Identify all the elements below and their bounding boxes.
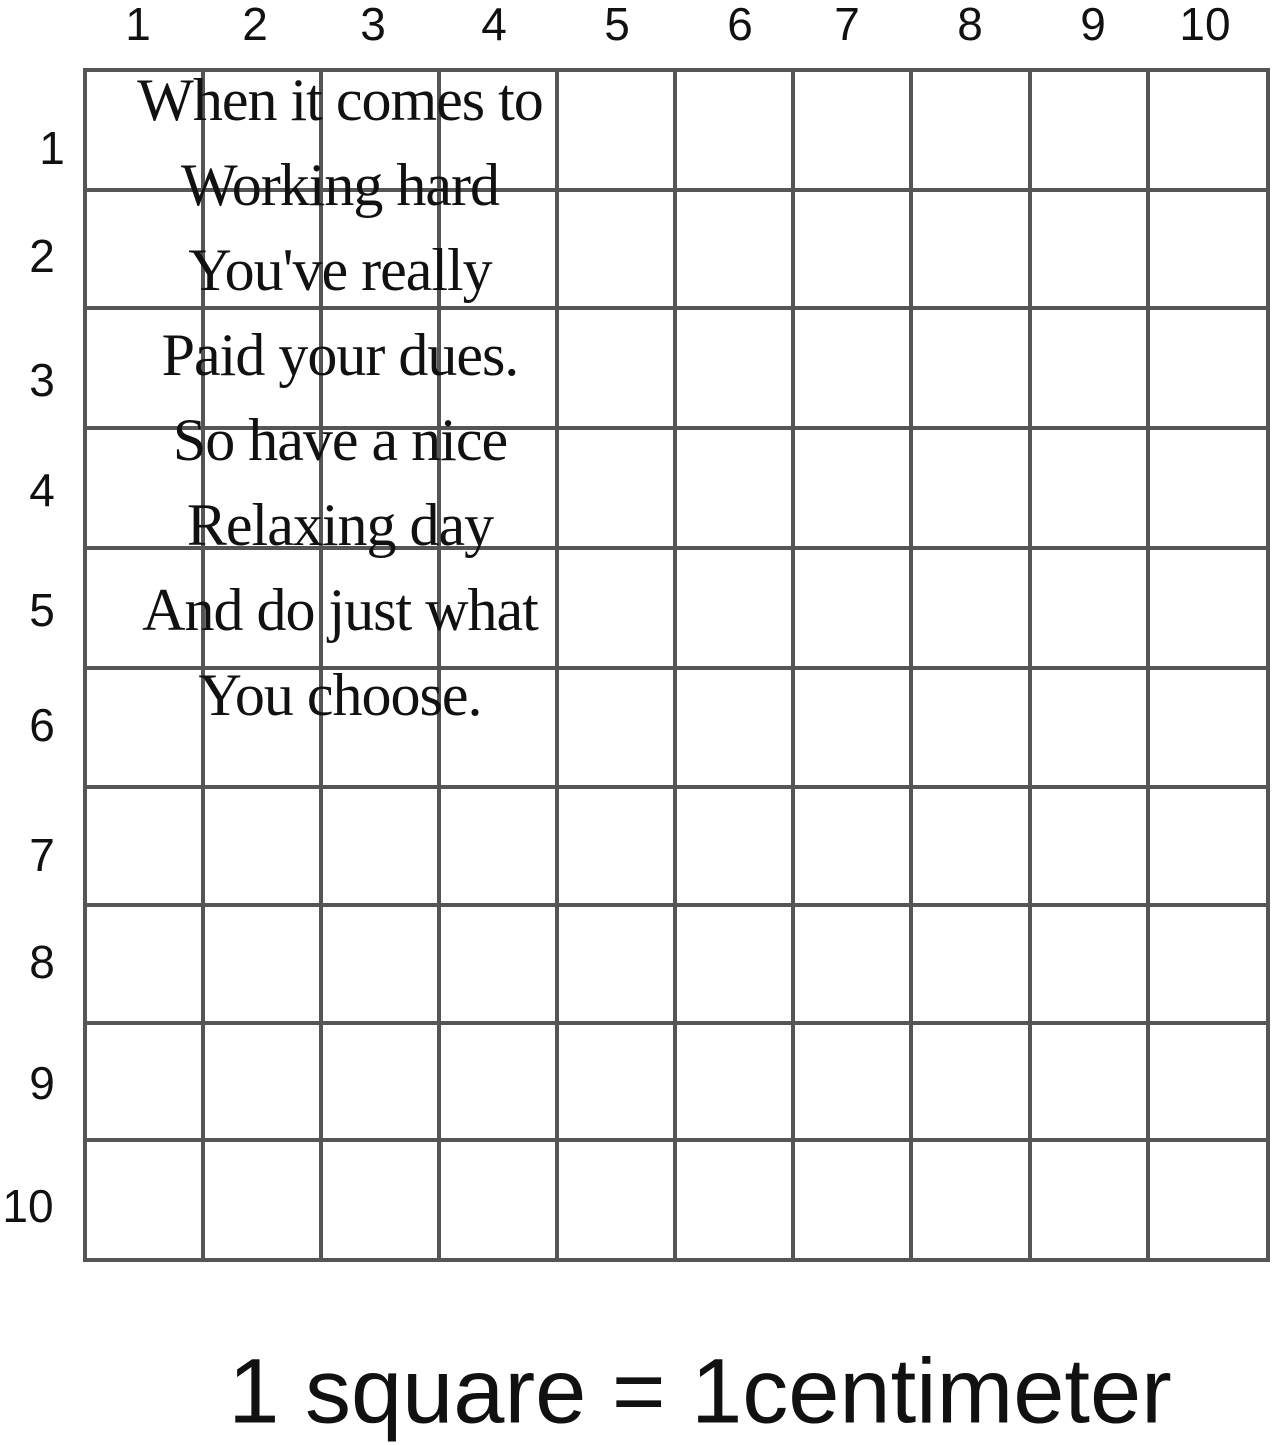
column-label: 2 — [242, 0, 268, 50]
grid-line-vertical — [1146, 68, 1150, 1262]
grid-line-horizontal — [83, 666, 1270, 670]
grid-line-horizontal — [83, 1258, 1270, 1262]
grid-line-vertical — [909, 68, 913, 1262]
row-label: 3 — [29, 354, 55, 406]
column-label: 7 — [834, 0, 860, 50]
grid-line-horizontal — [83, 785, 1270, 789]
poem-line: Paid your dues. — [161, 322, 520, 388]
grid-line-vertical — [791, 68, 795, 1262]
row-label: 6 — [29, 699, 55, 751]
row-label: 7 — [29, 829, 55, 881]
grid-line-horizontal — [83, 546, 1270, 550]
row-label: 5 — [29, 584, 55, 636]
poem-line: Working hard — [180, 152, 500, 218]
grid-line-vertical — [673, 68, 677, 1262]
column-label: 1 — [125, 0, 151, 50]
row-label: 10 — [2, 1180, 54, 1232]
column-label: 10 — [1179, 0, 1231, 50]
row-label: 9 — [29, 1057, 55, 1109]
row-label: 2 — [29, 230, 55, 282]
row-label: 8 — [29, 936, 55, 988]
grid-line-horizontal — [83, 188, 1270, 192]
column-label: 9 — [1080, 0, 1106, 50]
poem-line: You choose. — [198, 662, 483, 728]
column-label: 8 — [957, 0, 983, 50]
grid-line-horizontal — [83, 903, 1270, 907]
grid-line-horizontal — [83, 1138, 1270, 1142]
grid-line-vertical — [555, 68, 559, 1262]
poem-line: Relaxing day — [186, 492, 494, 558]
poem-line: When it comes to — [137, 67, 544, 133]
grid-line-vertical — [437, 68, 441, 1262]
scale-note: 1 square = 1centimeter — [228, 1340, 1172, 1443]
row-label: 1 — [39, 122, 65, 174]
column-label: 5 — [604, 0, 630, 50]
row-label: 4 — [29, 464, 55, 516]
grid-line-vertical — [1266, 68, 1270, 1262]
column-label: 6 — [727, 0, 753, 50]
poem-line: And do just what — [142, 577, 539, 643]
grid-line-vertical — [319, 68, 323, 1262]
poem-line: So have a nice — [172, 407, 508, 473]
grid-line-vertical — [1028, 68, 1032, 1262]
grid-line-horizontal — [83, 306, 1270, 310]
grid-line-vertical — [201, 68, 205, 1262]
grid-line-horizontal — [83, 1021, 1270, 1025]
grid-line-horizontal — [83, 426, 1270, 430]
grid-line-horizontal — [83, 68, 1270, 72]
grid-line-vertical — [83, 68, 87, 1262]
column-label: 3 — [360, 0, 386, 50]
column-label: 4 — [481, 0, 507, 50]
poem-line: You've really — [188, 237, 492, 303]
